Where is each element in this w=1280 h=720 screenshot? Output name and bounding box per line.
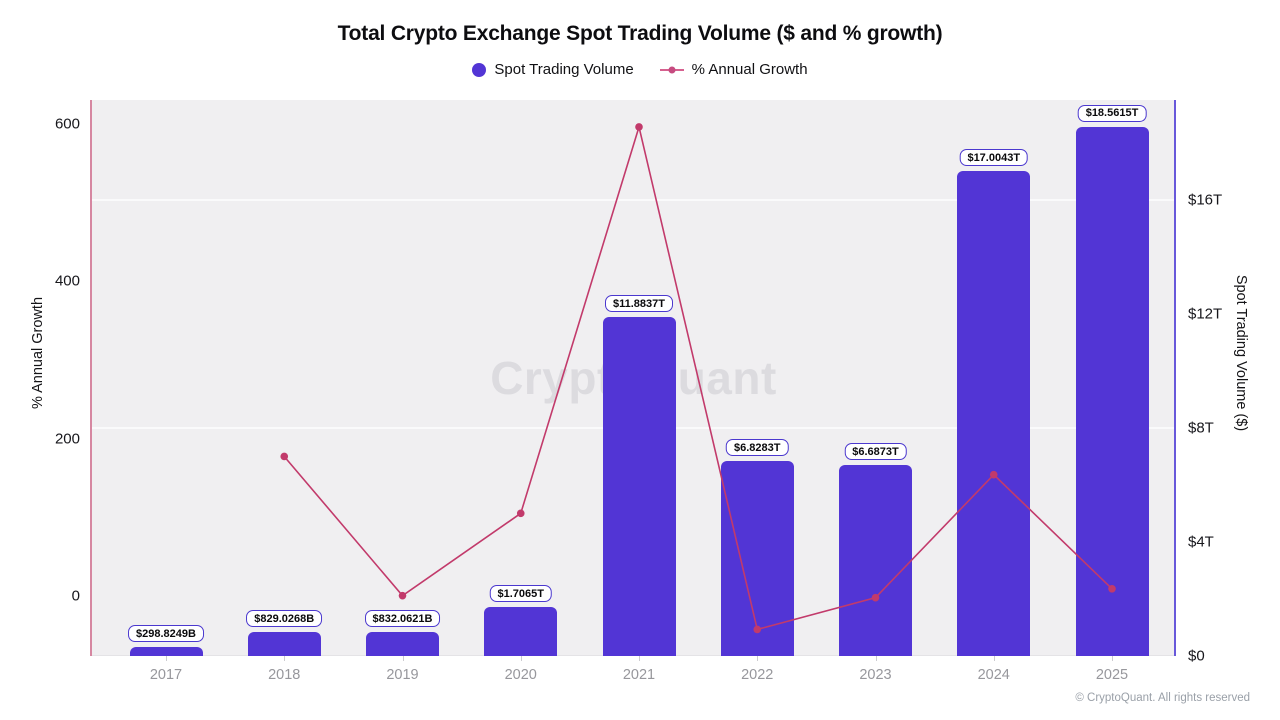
bar-value-label-2020: $1.7065T (489, 585, 552, 603)
x-axis-tickmark-2019 (402, 656, 404, 661)
left-axis-spine (90, 100, 92, 656)
x-axis-tickmark-2017 (166, 656, 167, 661)
left-axis-tick-0: 0 (71, 587, 80, 605)
growth-point-2019[interactable] (398, 591, 407, 600)
right-axis-tick-$4T: $4T (1188, 533, 1214, 551)
right-axis-tick-$12T: $12T (1188, 305, 1223, 323)
x-axis-label-2022: 2022 (741, 667, 774, 683)
line-series-swatch-icon (659, 66, 684, 73)
x-axis-tickmark-2021 (639, 656, 640, 661)
bar-2025[interactable] (1075, 126, 1149, 656)
copyright-text: © CryptoQuant. All rights reserved (1075, 692, 1250, 704)
left-axis-title: % Annual Growth (30, 296, 46, 410)
bar-value-label-2024: $17.0043T (959, 149, 1029, 167)
left-axis-tick-600: 600 (54, 115, 80, 133)
right-axis-tick-$8T: $8T (1188, 419, 1214, 437)
bar-2019[interactable] (366, 632, 439, 656)
bar-value-label-2023: $6.6873T (844, 443, 907, 461)
bar-value-label-2017: $298.8249B (128, 625, 204, 643)
x-axis-label-2018: 2018 (268, 667, 301, 683)
growth-point-2022[interactable] (753, 625, 762, 634)
growth-point-2020[interactable] (516, 509, 525, 518)
growth-point-2024[interactable] (989, 470, 998, 479)
bar-value-label-2018: $829.0268B (246, 610, 323, 628)
x-axis-label-2024: 2024 (977, 667, 1010, 683)
right-axis-spine (1174, 100, 1176, 656)
legend: Spot Trading Volume % Annual Growth (0, 61, 1280, 78)
x-axis-tickmark-2024 (993, 656, 995, 661)
growth-point-2018[interactable] (280, 452, 289, 461)
growth-point-2021[interactable] (635, 123, 643, 131)
legend-item-spot-trading-volume[interactable]: Spot Trading Volume (472, 61, 634, 78)
x-axis-label-2021: 2021 (622, 667, 656, 683)
bar-2024[interactable] (957, 171, 1031, 656)
growth-point-2025[interactable] (1108, 584, 1116, 593)
x-axis-tickmark-2025 (1112, 656, 1113, 661)
left-axis-tick-400: 400 (54, 272, 80, 290)
growth-point-2023[interactable] (871, 593, 880, 602)
right-axis-tick-$16T: $16T (1188, 191, 1223, 209)
bar-2018[interactable] (247, 632, 321, 656)
x-axis-tickmark-2022 (757, 656, 759, 661)
legend-item-annual-growth[interactable]: % Annual Growth (659, 61, 808, 78)
x-axis-label-2025: 2025 (1095, 667, 1129, 683)
legend-label-annual-growth: % Annual Growth (691, 61, 808, 78)
bar-value-label-2021: $11.8837T (605, 295, 673, 313)
left-axis-tick-200: 200 (54, 430, 80, 448)
right-axis-tick-$0: $0 (1188, 647, 1205, 665)
legend-label-spot-trading-volume: Spot Trading Volume (494, 61, 634, 78)
bar-2023[interactable] (839, 465, 912, 656)
x-axis-label-2020: 2020 (504, 667, 537, 683)
x-axis-label-2023: 2023 (859, 667, 892, 683)
x-axis-tickmark-2023 (875, 656, 877, 661)
bar-2021[interactable] (602, 317, 676, 656)
chart-title: Total Crypto Exchange Spot Trading Volum… (337, 22, 943, 45)
x-axis-label-2017: 2017 (149, 667, 183, 683)
bar-series-swatch-icon (472, 62, 487, 77)
right-axis-title: Spot Trading Volume ($) (1233, 274, 1249, 432)
x-axis-tickmark-2020 (520, 656, 522, 661)
bar-2020[interactable] (484, 607, 558, 656)
bar-value-label-2025: $18.5615T (1077, 104, 1147, 122)
bar-value-label-2022: $6.8283T (726, 439, 789, 457)
bar-value-label-2019: $832.0621B (364, 610, 441, 628)
x-axis-label-2019: 2019 (386, 667, 419, 683)
x-axis-tickmark-2018 (284, 656, 286, 661)
bar-2017[interactable] (129, 647, 203, 656)
